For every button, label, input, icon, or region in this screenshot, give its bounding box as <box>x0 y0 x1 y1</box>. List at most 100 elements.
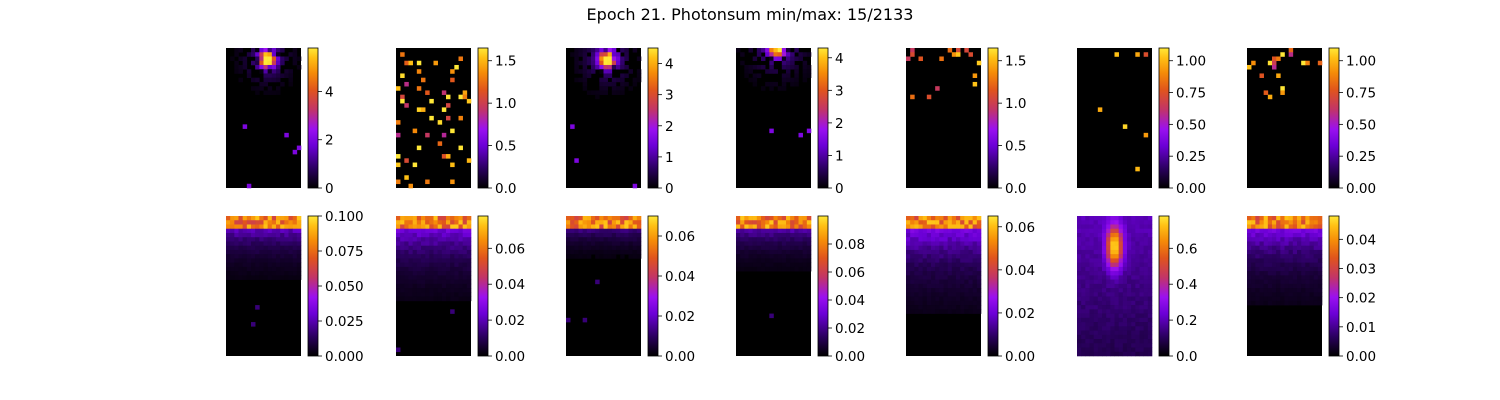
heatmap-cell <box>1106 258 1111 263</box>
heatmap-cell <box>1317 258 1323 263</box>
heatmap-cell <box>1297 296 1302 302</box>
heatmap-cell <box>769 69 774 74</box>
heatmap-cell <box>1305 245 1310 251</box>
heatmap-cell <box>263 73 268 78</box>
colorbar-tick-label: 0.04 <box>665 269 695 285</box>
heatmap-cell <box>802 73 808 78</box>
heatmap-cell <box>1118 241 1124 246</box>
heatmap-cell <box>226 224 231 230</box>
heatmap-cell <box>1297 279 1302 285</box>
heatmap-cell <box>1259 279 1264 285</box>
heatmap-cell <box>1143 132 1149 138</box>
heatmap-cell <box>284 220 289 225</box>
heatmap-cell <box>744 266 749 272</box>
heatmap-image <box>1077 216 1153 357</box>
heatmap-cell <box>230 224 235 230</box>
heatmap-cell <box>926 220 932 225</box>
heatmap-cell <box>914 266 919 272</box>
heatmap-cell <box>935 288 940 293</box>
heatmap-cell <box>1102 326 1107 331</box>
heatmap-cell <box>756 232 762 238</box>
heatmap-cell <box>276 220 281 225</box>
heatmap-cell <box>931 220 936 225</box>
heatmap-cell <box>238 216 243 221</box>
heatmap-cell <box>296 145 302 151</box>
heatmap-cell <box>1305 262 1310 268</box>
heatmap-cell <box>276 60 281 66</box>
heatmap-cell <box>284 271 289 276</box>
heatmap-cell <box>458 145 463 151</box>
heatmap-cell <box>616 86 621 91</box>
heatmap-cell <box>582 86 588 91</box>
heatmap-cell <box>620 48 625 53</box>
colorbar-tick-label: 0.02 <box>495 313 525 329</box>
heatmap-cell <box>1127 279 1132 285</box>
heatmap-panel-r1-c1: 0.000.020.040.06 <box>396 215 525 365</box>
heatmap-cell <box>226 216 231 221</box>
heatmap-cell <box>1127 254 1132 259</box>
heatmap-cell <box>926 309 932 314</box>
heatmap-cell <box>1093 305 1099 310</box>
heatmap-cell <box>806 254 812 259</box>
heatmap-cell <box>918 292 923 297</box>
heatmap-image <box>1247 48 1323 188</box>
heatmap-cell <box>972 275 978 280</box>
heatmap-cell <box>574 77 579 83</box>
heatmap-cell <box>404 103 409 108</box>
heatmap-cell <box>1143 245 1149 251</box>
heatmap-cell <box>412 279 418 285</box>
heatmap-cell <box>773 69 778 74</box>
heatmap-cell <box>259 224 264 230</box>
heatmap-cell <box>1131 254 1136 259</box>
heatmap-cell <box>947 237 953 242</box>
heatmap-cell <box>773 228 778 234</box>
heatmap-cell <box>1077 283 1082 289</box>
heatmap-cell <box>935 232 940 238</box>
heatmap-cell <box>951 296 957 302</box>
heatmap-cell <box>1247 275 1252 280</box>
heatmap-cell <box>616 245 621 251</box>
heatmap-cell <box>416 237 422 242</box>
heatmap-cell <box>1255 300 1260 306</box>
heatmap-cell <box>1093 254 1099 259</box>
heatmap-cell <box>263 60 268 66</box>
heatmap-cell <box>1110 309 1115 314</box>
heatmap-cell <box>786 77 791 83</box>
heatmap-cell <box>578 52 583 57</box>
heatmap-cell <box>1272 292 1277 297</box>
heatmap-cell <box>636 249 642 255</box>
heatmap-cell <box>960 305 965 310</box>
heatmap-cell <box>968 288 973 293</box>
heatmap-cell <box>972 73 978 78</box>
heatmap-cell <box>1085 254 1090 259</box>
heatmap-cell <box>404 220 409 225</box>
heatmap-cell <box>1292 237 1298 242</box>
heatmap-cell <box>578 220 583 225</box>
heatmap-cell <box>226 232 231 238</box>
heatmap-cell <box>976 305 982 310</box>
heatmap-cell <box>267 249 273 255</box>
heatmap-cell <box>1292 300 1298 306</box>
heatmap-cell <box>1288 283 1294 289</box>
heatmap-cell <box>1267 249 1273 255</box>
heatmap-cell <box>437 237 443 242</box>
heatmap-cell <box>1267 288 1273 293</box>
heatmap-cell <box>632 216 638 221</box>
heatmap-cell <box>951 224 957 230</box>
heatmap-cell <box>458 292 463 297</box>
heatmap-cell <box>421 245 426 251</box>
heatmap-cell <box>790 228 795 234</box>
heatmap-cell <box>421 296 426 302</box>
heatmap-cell <box>458 249 463 255</box>
heatmap-cell <box>910 245 915 251</box>
heatmap-cell <box>964 237 969 242</box>
heatmap-cell <box>761 254 766 259</box>
heatmap-cell <box>437 141 443 146</box>
heatmap-cell <box>918 216 923 221</box>
colorbar-tick-label: 0.0 <box>1005 181 1026 197</box>
heatmap-cell <box>926 232 932 238</box>
heatmap-cell <box>566 220 571 225</box>
heatmap-cell <box>918 220 923 225</box>
heatmap-cell <box>255 77 260 83</box>
heatmap-cell <box>914 224 919 230</box>
